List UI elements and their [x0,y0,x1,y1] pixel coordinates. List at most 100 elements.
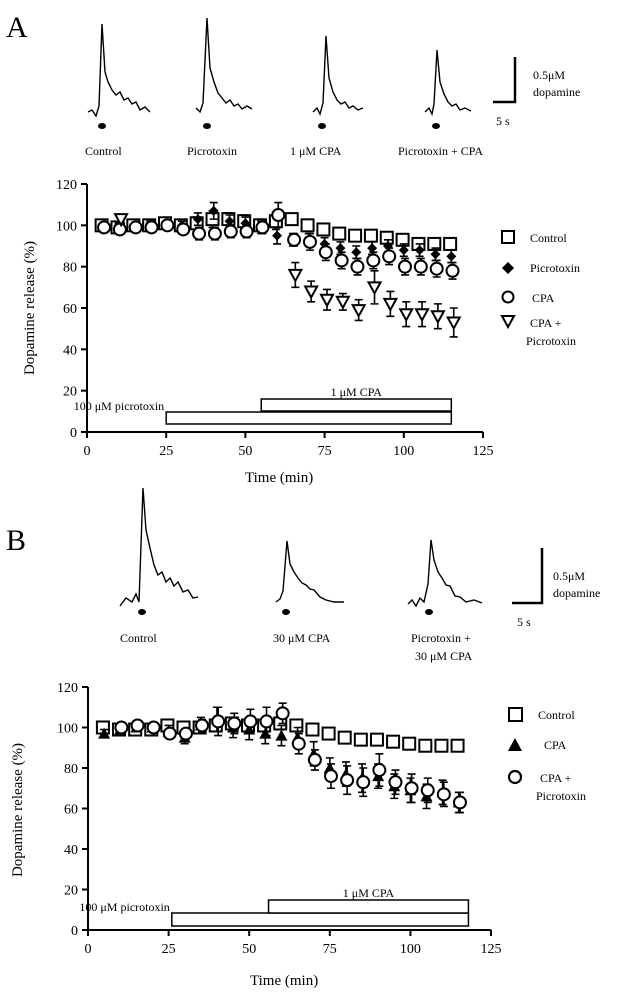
x-axis-label-b: Time (min) [250,973,318,989]
data-point [386,734,401,749]
trace-label-b-picrotoxin-cpa-1: Picrotoxin + [411,631,471,645]
y-tick-label: 100 [56,219,77,234]
data-point [287,232,302,247]
data-point [332,226,347,241]
data-point [224,216,235,227]
data-point [382,249,397,264]
picrotoxin-bar [171,912,470,927]
data-point [192,214,203,225]
data-point [289,718,304,733]
x-tick-label: 125 [473,444,494,459]
y-tick-label: 120 [56,178,77,193]
data-point [211,714,226,729]
stim-dots-b [138,609,433,615]
x-tick-label: 125 [481,942,502,957]
data-point [255,220,270,235]
y-tick-label: 120 [57,681,78,696]
data-point [398,245,409,256]
data-point [146,720,161,735]
chart-a: 0 25 50 75 100 125 0 20 40 60 80 100 120 100 μM picro… [56,178,494,459]
data-point [450,738,465,753]
data-point [303,285,319,300]
trace-b-picrotoxin-cpa [407,539,483,608]
data-point [340,773,355,788]
data-point [436,787,451,802]
data-point [413,259,428,274]
x-tick-label: 25 [162,942,176,957]
y-tick-label: 20 [64,884,78,899]
legend-label-cpa-picrotoxin-b-2: Picrotoxin [536,789,586,803]
x-tick-label: 50 [242,942,256,957]
data-point [130,718,145,733]
scale-time-a: 5 s [496,114,510,128]
data-point [302,234,317,249]
data-point [287,268,304,284]
x-tick-label: 100 [400,942,421,957]
y-tick-label: 0 [70,426,77,441]
y-tick-label: 0 [71,924,78,939]
legend-label-picrotoxin: Picrotoxin [530,261,580,275]
stim-dot [282,609,290,615]
trace-b-cpa [275,540,344,603]
data-point [369,732,384,747]
data-point [291,736,306,751]
trace-label-a-picrotoxin: Picrotoxin [187,144,237,158]
y-tick-label: 80 [63,261,77,276]
data-point [321,726,336,741]
data-point [420,783,435,798]
data-point [367,243,378,254]
trace-group-a [87,17,472,118]
data-point [259,714,274,729]
data-point [446,316,462,331]
legend-label-cpa-picrotoxin-1: CPA + [530,316,562,330]
data-point [335,243,346,254]
x-tick-label: 25 [159,444,173,459]
data-point [382,297,399,312]
x-axis-label-a: Time (min) [245,470,313,486]
data-point [192,226,207,241]
data-point [316,222,331,237]
series-cpa-picrotoxin [113,213,462,338]
legend-marker-cpa-picrotoxin [500,315,516,330]
data-point [227,716,242,731]
scale-amplitude-a: 0.5μM [533,68,565,82]
x-tick-label: 75 [323,942,337,957]
data-point [243,723,256,735]
scale-bar-b: 0.5μM dopamine 5 s [512,548,600,629]
data-point [388,775,403,790]
y-tick-label: 40 [64,843,78,858]
cpa-bar [267,899,470,914]
data-point [350,304,367,319]
chart-b: 0 25 50 75 100 125 0 20 40 60 80 100 120 100 μM picro… [57,681,502,957]
legend-label-control-b: Control [538,708,575,722]
data-point [207,226,222,241]
x-tick-label: 0 [84,444,91,459]
data-point [98,727,111,739]
stim-dot [138,609,146,615]
data-point [275,706,290,721]
x-tick-label: 0 [85,942,92,957]
legend-marker-picrotoxin [502,262,514,274]
data-point [395,232,410,247]
legend-label-cpa: CPA [532,291,555,305]
legend-marker-cpa-picrotoxin-b [507,769,523,785]
scale-bar-lines-a [493,57,517,104]
data-point [271,208,286,222]
data-point [335,295,351,310]
picrotoxin-bar-label: 100 μM picrotoxin [74,399,164,413]
data-point [446,251,457,262]
legend-marker-control [501,230,515,244]
data-point [319,293,335,308]
x-tick-label: 50 [238,444,252,459]
trace-label-a-cpa: 1 μM CPA [290,144,342,158]
data-point [114,720,129,735]
legend-label-cpa-picrotoxin-b-1: CPA + [540,771,572,785]
data-point [372,763,387,778]
stim-dot [425,609,433,615]
series-cpa-picrotoxin [114,702,467,814]
series-cpa [97,201,460,280]
trace-b-control [119,487,199,607]
picrotoxin-bar-label: 100 μM picrotoxin [79,900,169,914]
cpa-bar [260,398,453,412]
data-point [398,259,412,274]
